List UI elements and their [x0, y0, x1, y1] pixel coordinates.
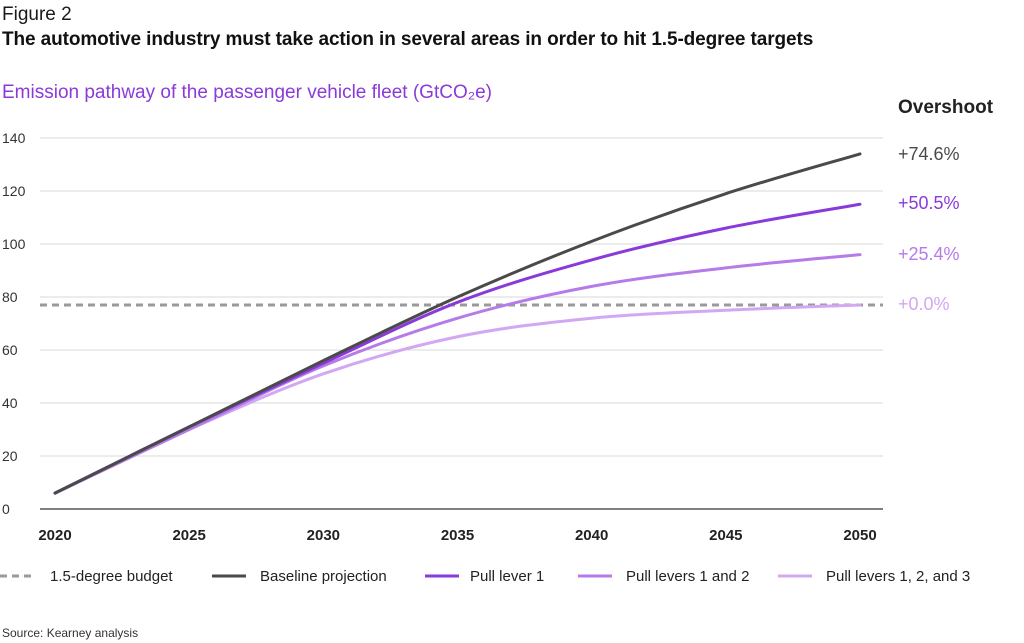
figure-label: Figure 2: [2, 4, 72, 25]
overshoot-label: +0.0%: [898, 294, 950, 314]
x-tick-label: 2030: [307, 527, 340, 544]
overshoot-heading: Overshoot: [898, 97, 994, 118]
x-tick-label: 2040: [575, 527, 608, 544]
overshoot-label: +50.5%: [898, 193, 960, 213]
legend-label: Pull levers 1, 2, and 3: [826, 568, 970, 585]
y-tick-label: 140: [2, 130, 26, 146]
legend-label: 1.5-degree budget: [50, 568, 173, 585]
y-tick-label: 60: [2, 342, 18, 358]
x-tick-label: 2035: [441, 527, 474, 544]
overshoot-label: +74.6%: [898, 144, 960, 164]
source-note: Source: Kearney analysis: [2, 626, 139, 640]
y-tick-label: 0: [2, 501, 10, 517]
series-line-2: [53, 202, 862, 495]
x-tick-label: 2025: [172, 527, 205, 544]
legend-label: Pull lever 1: [470, 568, 544, 585]
y-tick-label: 100: [2, 236, 26, 252]
figure-title: The automotive industry must take action…: [2, 29, 814, 50]
x-tick-label: 2045: [709, 527, 742, 544]
series-line-1: [53, 152, 862, 495]
y-tick-label: 40: [2, 395, 18, 411]
legend-label: Pull levers 1 and 2: [626, 568, 749, 585]
y-tick-label: 80: [2, 289, 18, 305]
legend-label: Baseline projection: [260, 568, 387, 585]
y-tick-label: 120: [2, 183, 26, 199]
series-line-3: [53, 253, 862, 495]
x-tick-label: 2050: [843, 527, 876, 544]
series-line-4: [53, 303, 862, 495]
overshoot-label: +25.4%: [898, 244, 960, 264]
y-tick-label: 20: [2, 448, 18, 464]
x-tick-label: 2020: [38, 527, 71, 544]
chart-subtitle: Emission pathway of the passenger vehicl…: [2, 82, 492, 103]
